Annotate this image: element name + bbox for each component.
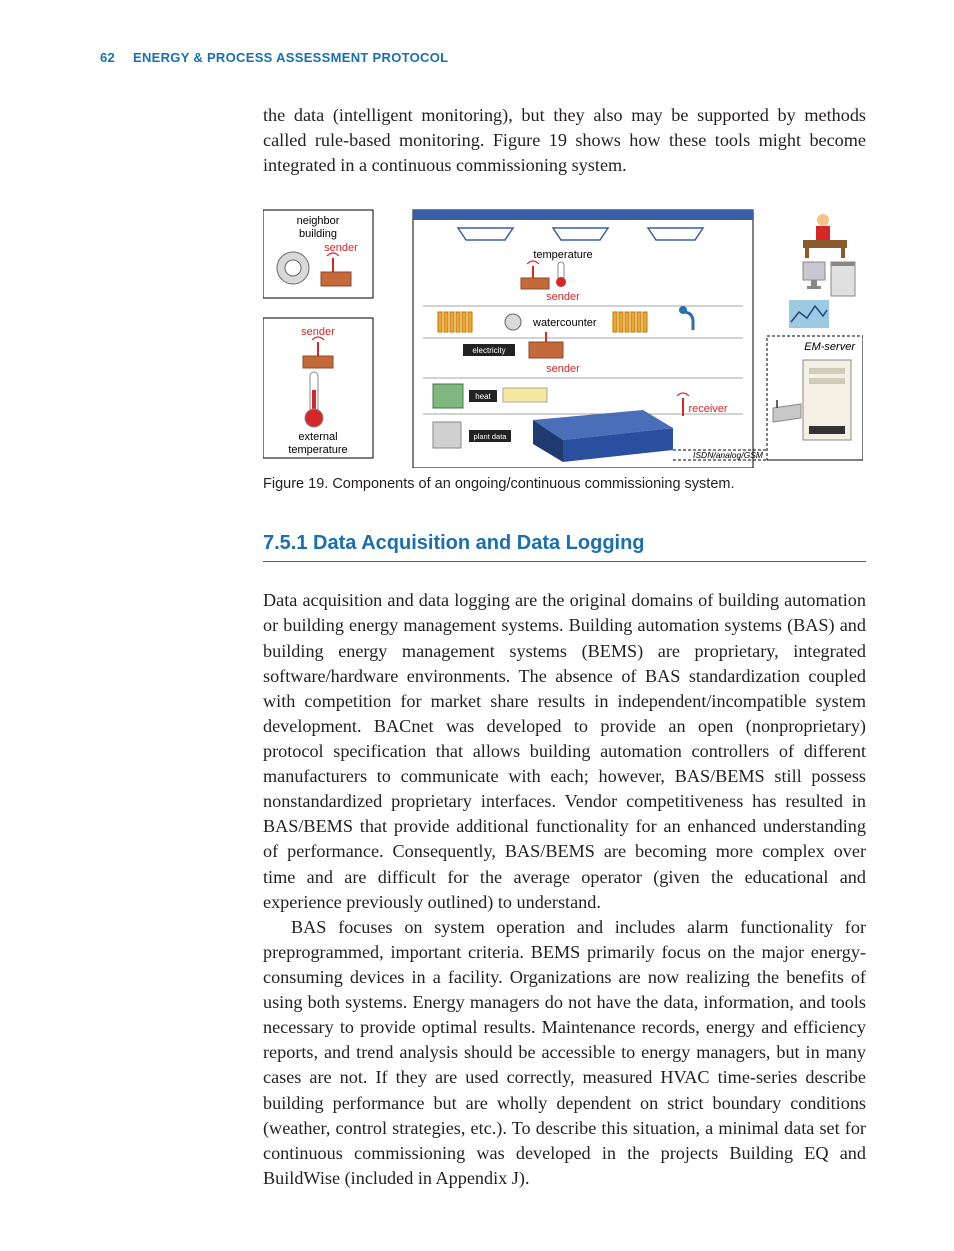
svg-text:external: external xyxy=(298,431,337,443)
svg-text:sender: sender xyxy=(301,326,335,338)
svg-text:temperature: temperature xyxy=(533,249,592,261)
running-header: 62 ENERGY & PROCESS ASSESSMENT PROTOCOL xyxy=(100,50,866,65)
figure-19-caption: Figure 19. Components of an ongoing/cont… xyxy=(263,476,866,492)
figure-19: neighbor building sender sender external… xyxy=(263,200,866,468)
svg-text:watercounter: watercounter xyxy=(532,317,597,329)
svg-text:heat: heat xyxy=(475,392,491,401)
svg-text:neighbor: neighbor xyxy=(297,215,340,227)
figure-19-svg: neighbor building sender sender external… xyxy=(263,200,863,468)
body-paragraph-1: Data acquisition and data logging are th… xyxy=(263,588,866,914)
svg-text:sender: sender xyxy=(546,363,580,375)
intro-paragraph: the data (intelligent monitoring), but t… xyxy=(263,103,866,178)
page: 62 ENERGY & PROCESS ASSESSMENT PROTOCOL … xyxy=(0,0,954,1251)
svg-text:plant data: plant data xyxy=(474,432,508,441)
svg-text:sender: sender xyxy=(546,291,580,303)
svg-text:ISDN/analog/GSM: ISDN/analog/GSM xyxy=(693,450,764,460)
svg-text:EM-server: EM-server xyxy=(804,341,856,353)
section-heading-7-5-1: 7.5.1 Data Acquisition and Data Logging xyxy=(263,532,866,562)
svg-text:temperature: temperature xyxy=(288,444,347,456)
svg-text:sender: sender xyxy=(324,242,358,254)
svg-text:electricity: electricity xyxy=(472,346,505,355)
page-number: 62 xyxy=(100,50,115,65)
running-title: ENERGY & PROCESS ASSESSMENT PROTOCOL xyxy=(133,50,448,65)
body-paragraph-2: BAS focuses on system operation and incl… xyxy=(263,915,866,1191)
svg-text:building: building xyxy=(299,228,337,240)
svg-text:receiver: receiver xyxy=(688,403,727,415)
